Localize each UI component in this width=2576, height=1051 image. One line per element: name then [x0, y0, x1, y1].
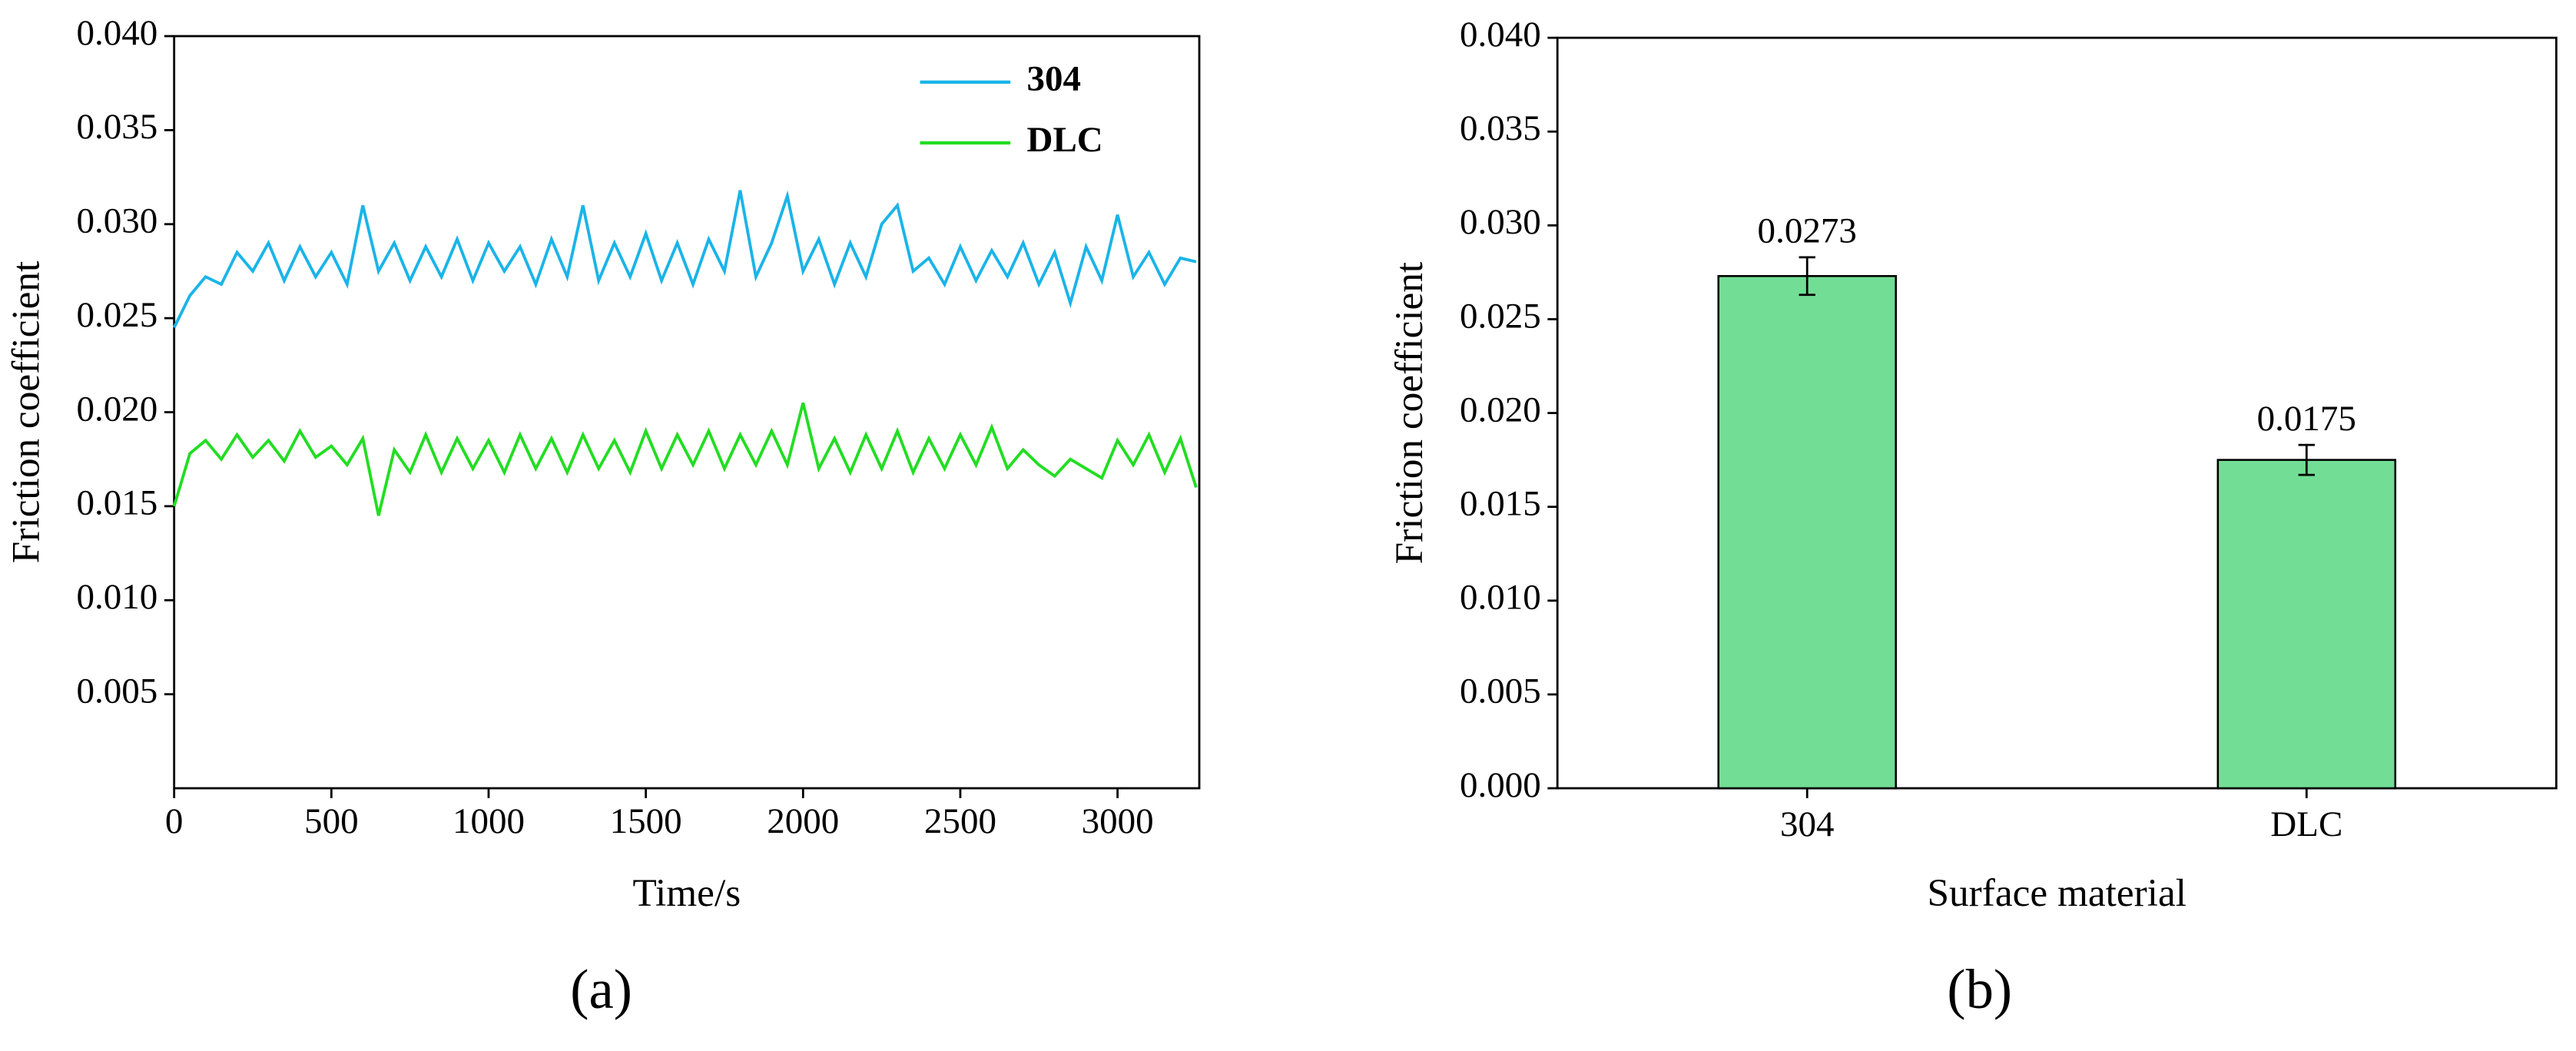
legend-label: 304 — [1026, 59, 1081, 99]
panel-label: (a) — [570, 958, 632, 1020]
bar — [2216, 459, 2397, 790]
y-tick-label: 0.025 — [1460, 296, 1541, 336]
x-tick-label: 2000 — [767, 801, 839, 841]
y-tick-label: 0.020 — [1460, 390, 1541, 429]
y-tick-label: 0.035 — [76, 107, 157, 147]
y-tick-label: 0.030 — [76, 201, 157, 241]
y-tick-label: 0.010 — [76, 577, 157, 617]
error-bar — [2298, 443, 2315, 476]
y-tick-label: 0.040 — [76, 13, 157, 53]
y-tick-label: 0.020 — [76, 389, 157, 429]
x-axis-label: Surface material — [1927, 871, 2186, 915]
x-tick-label: 304 — [1780, 804, 1835, 844]
y-tick-label: 0.025 — [76, 295, 157, 335]
error-bar — [1799, 256, 1815, 297]
value-label: 0.0273 — [1758, 211, 1857, 251]
y-axis-label: Friction coefficient — [4, 261, 48, 564]
data-line — [172, 190, 1197, 329]
data-line — [172, 402, 1198, 516]
x-tick-label: 1000 — [453, 801, 525, 841]
x-tick-label: 0 — [165, 801, 184, 841]
x-tick-label: 2500 — [924, 801, 996, 841]
y-tick-label: 0.000 — [1460, 765, 1541, 805]
y-tick-label: 0.005 — [76, 671, 157, 711]
x-axis-label: Time/s — [632, 871, 741, 915]
y-tick-label: 0.010 — [1460, 578, 1541, 618]
x-tick-label: 500 — [304, 801, 359, 841]
y-tick-label: 0.015 — [1460, 483, 1541, 523]
y-tick-label: 0.035 — [1460, 108, 1541, 148]
x-tick-label: DLC — [2270, 804, 2342, 844]
x-tick-label: 3000 — [1082, 801, 1154, 841]
y-axis-label: Friction coefficient — [1387, 262, 1431, 565]
bar — [1717, 275, 1897, 790]
y-tick-label: 0.040 — [1460, 15, 1541, 55]
y-tick-label: 0.005 — [1460, 671, 1541, 711]
x-tick-label: 1500 — [610, 801, 682, 841]
legend-label: DLC — [1026, 120, 1102, 160]
value-label: 0.0175 — [2257, 399, 2356, 439]
y-tick-label: 0.030 — [1460, 202, 1541, 242]
plot-frame — [1556, 36, 2558, 790]
y-tick-label: 0.015 — [76, 483, 157, 523]
panel-label: (b) — [1947, 958, 2012, 1020]
